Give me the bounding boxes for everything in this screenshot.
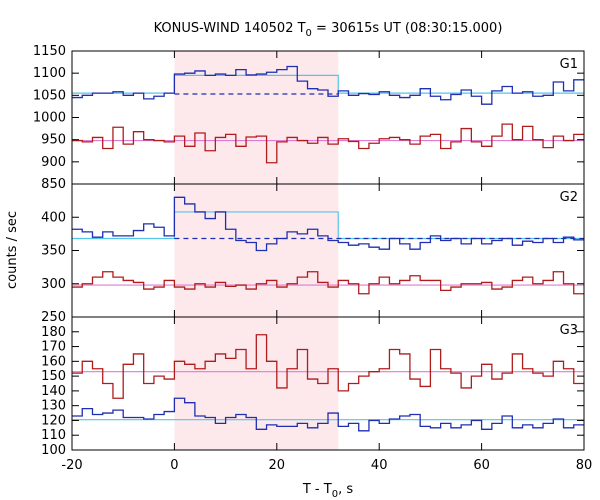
panel-g3-upper-series-line	[72, 397, 584, 432]
panel-g1-y-tick-label: 1000	[33, 111, 66, 126]
chart-title-prefix: KONUS-WIND 140502 T	[154, 21, 306, 36]
panel-g1-y-tick-label: 1100	[33, 66, 66, 81]
panel-g3-y-tick-label: 150	[41, 369, 66, 384]
panel-g3-lower-series-line	[72, 334, 584, 399]
panel-g2-y-tick-label: 400	[41, 210, 66, 225]
x-tick-label: 40	[371, 458, 388, 473]
x-tick-label: -20	[61, 458, 82, 473]
x-tick-labels: -20 0 20 40 60 80	[61, 458, 592, 473]
x-tick-label: 20	[269, 458, 286, 473]
x-tick-label: 60	[473, 458, 490, 473]
x-tick-label: 80	[576, 458, 593, 473]
panel-g3-y-tick-label: 170	[41, 340, 66, 355]
panel-g2-y-tick-label: 250	[41, 310, 66, 325]
panel-g1-y-tick-label: 1050	[33, 88, 66, 103]
panel-g1-y-tick-label: 900	[41, 155, 66, 170]
panel-g1-y-tick-label: 1150	[33, 44, 66, 59]
chart-title-suffix: = 30615s UT (08:30:15.000)	[312, 21, 502, 36]
chart-title-subscript: 0	[306, 28, 312, 39]
panel-g3-y-tick-label: 160	[41, 354, 66, 369]
panel-g2-upper-background-line	[72, 211, 584, 240]
panels-group: 8509009501000105011001150G1250300350400G…	[33, 44, 592, 473]
y-axis-label: counts / sec	[5, 211, 20, 289]
x-axis-label-suffix: , s	[338, 482, 353, 497]
panel-g1-label: G1	[560, 57, 578, 72]
panel-g2-label: G2	[560, 190, 578, 205]
panel-g1-y-tick-label: 850	[41, 177, 66, 192]
panel-g2-lower-series-line	[72, 271, 584, 295]
x-tick-label: 0	[170, 458, 178, 473]
x-axis-label-prefix: T - T	[302, 482, 332, 497]
panel-g2-upper-series-line	[72, 196, 584, 252]
panel-g3-y-tick-label: 120	[41, 413, 66, 428]
panel-g3-frame	[71, 316, 585, 451]
panel-g3-y-tick-label: 180	[41, 325, 66, 340]
panel-g1-burst-interval	[174, 51, 339, 184]
panel-g2: 250 300 350 400 G2	[41, 183, 585, 325]
panel-g1-upper-series-line	[72, 65, 584, 105]
panel-g3-y-tick-label: 140	[41, 384, 66, 399]
panel-g3-y-tick-label: 130	[41, 399, 66, 414]
panel-g3-y-tick-label: 110	[41, 428, 66, 443]
x-axis-label: T - T0, s	[302, 482, 353, 500]
chart-title: KONUS-WIND 140502 T0 = 30615s UT (08:30:…	[154, 21, 503, 39]
panel-g1: 850 900 950 1000 1050 1100 1150 G1	[33, 44, 585, 192]
panel-g3-label: G3	[560, 323, 578, 338]
x-axis-label-subscript: 0	[332, 489, 338, 500]
panel-g1-lower-series-line	[72, 123, 584, 164]
panel-g3-y-tick-label: 100	[41, 443, 66, 458]
panel-g2-y-tick-label: 350	[41, 244, 66, 259]
panel-g2-y-tick-label: 300	[41, 277, 66, 292]
panel-g1-y-tick-label: 950	[41, 133, 66, 148]
